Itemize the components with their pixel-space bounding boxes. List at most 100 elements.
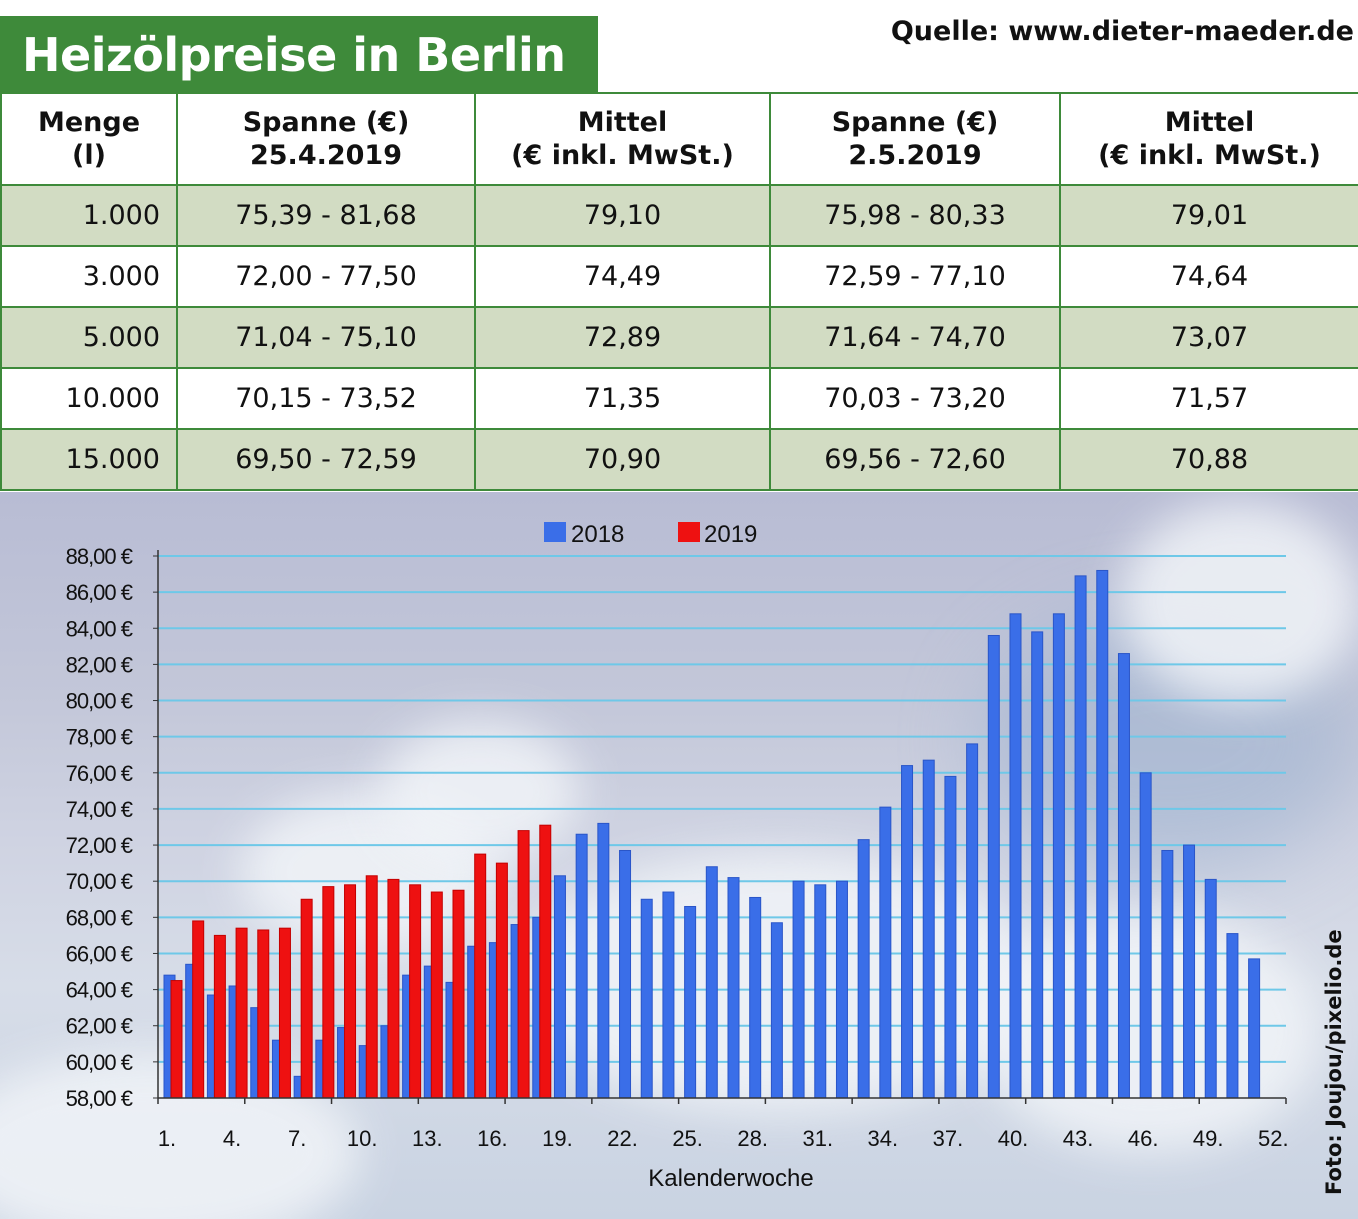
y-tick-label: 86,00 € bbox=[66, 580, 133, 605]
bar-2018-week-35 bbox=[901, 765, 914, 1099]
bar-2018-week-40 bbox=[1009, 613, 1022, 1099]
cloud-shape bbox=[1120, 502, 1358, 702]
cell-spanne-1: 69,50 - 72,59 bbox=[176, 428, 476, 491]
axes bbox=[153, 550, 1287, 1104]
legend-label-2018: 2018 bbox=[571, 521, 624, 548]
y-tick-label: 66,00 € bbox=[66, 941, 133, 966]
bar-2019-week-8 bbox=[322, 886, 335, 1099]
bar-2018-week-48 bbox=[1183, 844, 1196, 1099]
y-tick-label: 84,00 € bbox=[66, 616, 133, 641]
bar-2019-week-2 bbox=[192, 920, 205, 1099]
price-chart: 58,00 € 60,00 € 62,00 € 64,00 € 66,00 € 68,00… bbox=[66, 521, 1289, 1192]
y-tick-label: 62,00 € bbox=[66, 1014, 133, 1039]
table-header-row: Menge (l) Spanne (€) 25.4.2019 Mittel (€ in… bbox=[0, 92, 1358, 186]
page-title: Heizölpreise in Berlin bbox=[22, 28, 566, 82]
bar-2018-week-34 bbox=[879, 806, 892, 1099]
bar-2018-week-33 bbox=[857, 839, 870, 1099]
table-row: 10.000 70,15 - 73,52 71,35 70,03 - 73,20… bbox=[0, 367, 1358, 430]
cell-spanne-1: 72,00 - 77,50 bbox=[176, 245, 476, 308]
y-tick-label: 70,00 € bbox=[66, 869, 133, 894]
table-row: 1.000 75,39 - 81,68 79,10 75,98 - 80,33 … bbox=[0, 184, 1358, 247]
cell-menge: 3.000 bbox=[0, 245, 178, 308]
x-tick-label: 28. bbox=[737, 1126, 768, 1151]
bar-2019-week-15 bbox=[474, 853, 487, 1099]
y-tick-label: 82,00 € bbox=[66, 652, 133, 677]
legend: 2018 2019 bbox=[544, 521, 757, 548]
bar-2018-week-47 bbox=[1161, 849, 1174, 1099]
cell-menge: 10.000 bbox=[0, 367, 178, 430]
bar-2018-week-32 bbox=[835, 880, 848, 1099]
bar-2018-week-45 bbox=[1117, 653, 1130, 1099]
bar-2018-week-20 bbox=[575, 833, 588, 1099]
cell-spanne-2: 69,56 - 72,60 bbox=[769, 428, 1061, 491]
cell-menge: 5.000 bbox=[0, 306, 178, 369]
x-tick-label: 7. bbox=[288, 1126, 306, 1151]
bar-2018-week-31 bbox=[814, 884, 827, 1099]
y-tick-label: 58,00 € bbox=[66, 1086, 133, 1111]
cell-mittel-2: 70,88 bbox=[1059, 428, 1358, 491]
cell-spanne-1: 75,39 - 81,68 bbox=[176, 184, 476, 247]
bar-2018-week-38 bbox=[966, 743, 979, 1099]
x-tick-label: 22. bbox=[607, 1126, 638, 1151]
cell-menge: 15.000 bbox=[0, 428, 178, 491]
bar-2019-week-11 bbox=[387, 878, 400, 1099]
bar-2018-week-19 bbox=[553, 875, 566, 1099]
bar-2018-week-51 bbox=[1248, 958, 1261, 1099]
bar-group bbox=[163, 569, 1261, 1099]
cell-mittel-2: 73,07 bbox=[1059, 306, 1358, 369]
x-axis-title: Kalenderwoche bbox=[648, 1165, 813, 1192]
cell-mittel-1: 79,10 bbox=[474, 184, 771, 247]
header-mittel-2: Mittel (€ inkl. MwSt.) bbox=[1059, 92, 1358, 186]
bar-2018-week-28 bbox=[749, 896, 762, 1099]
cell-mittel-1: 71,35 bbox=[474, 367, 771, 430]
bar-2019-week-6 bbox=[278, 927, 291, 1099]
bar-2019-week-4 bbox=[235, 927, 248, 1099]
bar-2019-week-5 bbox=[257, 929, 270, 1099]
x-tick-label: 10. bbox=[347, 1126, 378, 1151]
price-table: Menge (l) Spanne (€) 25.4.2019 Mittel (€ in… bbox=[0, 92, 1358, 491]
legend-label-2019: 2019 bbox=[704, 521, 757, 548]
y-tick-label: 64,00 € bbox=[66, 978, 133, 1003]
cell-menge: 1.000 bbox=[0, 184, 178, 247]
table-row: 3.000 72,00 - 77,50 74,49 72,59 - 77,10 … bbox=[0, 245, 1358, 308]
x-tick-label: 19. bbox=[542, 1126, 573, 1151]
table-row: 15.000 69,50 - 72,59 70,90 69,56 - 72,60… bbox=[0, 428, 1358, 491]
x-tick-label: 34. bbox=[868, 1126, 899, 1151]
cell-mittel-2: 74,64 bbox=[1059, 245, 1358, 308]
x-tick-label: 43. bbox=[1063, 1126, 1094, 1151]
header-spanne-1: Spanne (€) 25.4.2019 bbox=[176, 92, 476, 186]
bar-2018-week-49 bbox=[1204, 878, 1217, 1099]
cell-spanne-2: 70,03 - 73,20 bbox=[769, 367, 1061, 430]
bar-2018-week-42 bbox=[1052, 613, 1065, 1099]
cell-mittel-2: 71,57 bbox=[1059, 367, 1358, 430]
x-tick-label: 13. bbox=[412, 1126, 443, 1151]
bar-2018-week-30 bbox=[792, 880, 805, 1099]
cell-spanne-2: 75,98 - 80,33 bbox=[769, 184, 1061, 247]
x-tick-label: 4. bbox=[223, 1126, 241, 1151]
header-menge: Menge (l) bbox=[0, 92, 178, 186]
bar-2019-week-1 bbox=[170, 980, 183, 1099]
cell-spanne-1: 71,04 - 75,10 bbox=[176, 306, 476, 369]
bar-2018-week-22 bbox=[619, 849, 632, 1099]
cell-mittel-1: 72,89 bbox=[474, 306, 771, 369]
cell-mittel-1: 70,90 bbox=[474, 428, 771, 491]
bar-2018-week-46 bbox=[1139, 772, 1152, 1099]
bar-2018-week-50 bbox=[1226, 933, 1239, 1099]
bar-2018-week-43 bbox=[1074, 575, 1087, 1099]
bar-2019-week-13 bbox=[430, 891, 443, 1099]
bar-2018-week-27 bbox=[727, 877, 740, 1099]
cell-mittel-2: 79,01 bbox=[1059, 184, 1358, 247]
bar-2019-week-18 bbox=[539, 824, 552, 1099]
x-tick-label: 52. bbox=[1258, 1126, 1289, 1151]
x-tick-label: 31. bbox=[802, 1126, 833, 1151]
bar-2019-week-3 bbox=[213, 934, 226, 1099]
bar-2018-week-44 bbox=[1096, 569, 1109, 1099]
bar-2019-week-9 bbox=[344, 884, 357, 1099]
bar-2018-week-25 bbox=[684, 905, 697, 1099]
bar-2018-week-24 bbox=[662, 891, 675, 1099]
header-spanne-2: Spanne (€) 2.5.2019 bbox=[769, 92, 1061, 186]
y-axis-labels: 58,00 € 60,00 € 62,00 € 64,00 € 66,00 € 68,00… bbox=[66, 544, 134, 1111]
source-label: Quelle: www.dieter-maeder.de bbox=[890, 16, 1354, 47]
bar-2018-week-21 bbox=[597, 822, 610, 1099]
bar-2018-week-39 bbox=[987, 634, 1000, 1099]
